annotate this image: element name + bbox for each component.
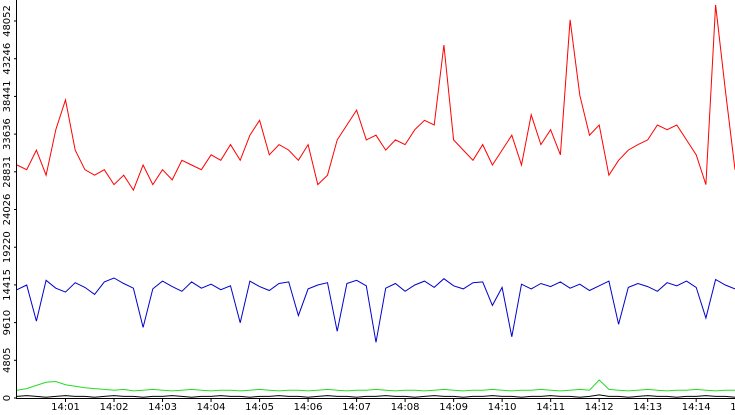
x-tick-label: 14:08 [391,402,420,413]
x-tick-label: 14:12 [585,402,614,413]
series-line [16,379,735,392]
x-tick-label: 14:05 [245,402,274,413]
y-tick-label: 4805 [2,348,13,373]
y-tick-label: 43246 [2,43,13,75]
x-tick-label: 14:06 [294,402,323,413]
series-line [16,394,735,398]
x-tick-label: 14:13 [633,402,662,413]
y-tick-label: 28831 [2,156,13,188]
y-tick-label: 19220 [2,231,13,263]
y-tick-label: 9610 [2,310,13,335]
x-tick-label: 14:09 [439,402,468,413]
y-tick-label: 38441 [2,81,13,113]
x-tick-label: 14:10 [488,402,517,413]
x-tick-label: 14:11 [536,402,565,413]
x-tick-label: 14:07 [342,402,371,413]
y-tick-label: 0 [2,395,13,401]
x-tick-label: 14:04 [197,402,226,413]
x-tick-label: 14:02 [100,402,129,413]
y-tick-label: 14415 [2,269,13,301]
y-tick-label: 24026 [2,194,13,226]
series-line [16,4,735,192]
y-tick-label: 48052 [2,5,13,37]
x-tick-label: 14:15 [730,402,735,413]
x-tick-label: 14:01 [51,402,80,413]
series-line [16,277,735,343]
y-tick-label: 33636 [2,118,13,150]
x-tick-label: 14:03 [148,402,177,413]
x-tick-label: 14:14 [682,402,711,413]
